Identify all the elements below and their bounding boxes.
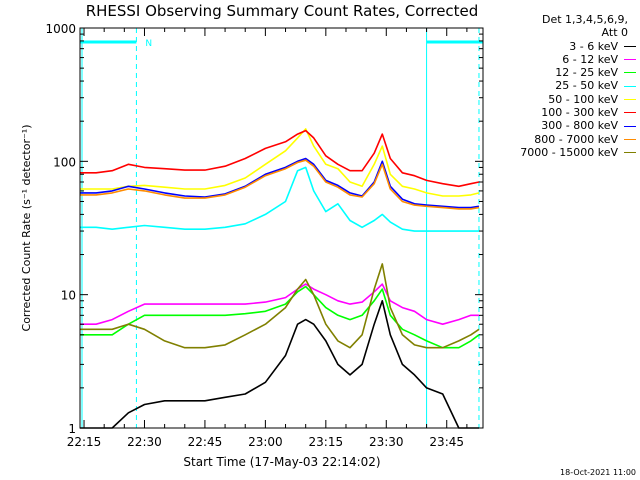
legend-entry-label: 7000 - 15000 keV [520,145,618,159]
legend-header-attenuator: Att 0 [601,26,628,40]
legend-swatch [624,45,636,47]
x-tick-label: 22:30 [127,435,162,449]
legend-entry: 800 - 7000 keV [484,133,636,146]
series-group [80,128,480,429]
legend-entry-label: 6 - 12 keV [562,52,618,66]
legend-swatch [624,98,636,100]
series-line-4 [80,128,480,197]
x-axis-label: Start Time (17-May-03 22:14:02) [183,455,380,469]
x-tick-label: 23:45 [429,435,464,449]
y-tick-label: 100 [53,155,76,169]
legend-swatch [624,72,636,74]
series-line-3 [80,166,479,232]
x-tick-label: 23:15 [309,435,344,449]
series-line-2 [80,285,480,349]
x-tick-label: 23:00 [248,435,283,449]
legend-swatch [624,138,636,140]
legend-rows: 3 - 6 keV 6 - 12 keV 12 - 25 keV 25 - 50 ke… [484,40,636,160]
series-line-5 [80,129,480,188]
legend-entry: 300 - 800 keV [484,119,636,132]
series-line-6 [80,157,480,209]
legend-swatch [624,112,636,114]
night-shading: N [80,28,483,428]
legend-swatch [624,125,636,127]
axes: 22:15 22:30 22:45 23:00 23:15 23:30 23:45 1 10 10… [45,22,483,449]
legend-entry-label: 3 - 6 keV [569,39,618,53]
legend-header-detectors: Det 1,3,4,5,6,9, [541,13,628,26]
y-tick-label: 10 [61,289,76,303]
legend: Det 1,3,4,5,6,9, Att 0 3 - 6 keV 6 - 12 k… [484,13,636,159]
legend-entry: 6 - 12 keV [484,53,636,66]
series-line-7 [80,159,480,210]
legend-entry-label: 50 - 100 keV [548,92,618,106]
legend-entry-label: 25 - 50 keV [555,79,618,93]
y-tick-label: 1000 [45,22,76,36]
legend-swatch [624,152,636,154]
series-line-8 [80,263,480,349]
series-line-1 [80,283,479,326]
legend-entry: 3 - 6 keV [484,40,636,53]
legend-entry-label: 800 - 7000 keV [534,132,618,146]
plot-frame [79,27,484,429]
legend-entry: 12 - 25 keV [484,66,636,79]
night-marker-label: N [145,39,152,49]
x-tick-label: 23:30 [369,435,404,449]
y-axis-label: Corrected Count Rate (s⁻¹ detector⁻¹) [20,125,33,332]
y-tick-label: 1 [68,422,76,436]
legend-entry: 7000 - 15000 keV [484,146,636,159]
chart-title: RHESSI Observing Summary Count Rates, Co… [86,2,479,20]
legend-swatch [624,59,636,61]
legend-swatch [624,85,636,87]
legend-entry: 50 - 100 keV [484,93,636,106]
legend-entry-label: 12 - 25 keV [555,66,618,80]
footer-timestamp: 18-Oct-2021 11:00 [560,468,636,477]
legend-entry: 100 - 300 keV [484,106,636,119]
legend-entry: 25 - 50 keV [484,79,636,92]
legend-entry-label: 100 - 300 keV [541,106,618,120]
legend-entry-label: 300 - 800 keV [541,119,618,133]
x-tick-label: 22:45 [188,435,223,449]
series-line-0 [80,299,479,429]
x-tick-label: 22:15 [67,435,102,449]
